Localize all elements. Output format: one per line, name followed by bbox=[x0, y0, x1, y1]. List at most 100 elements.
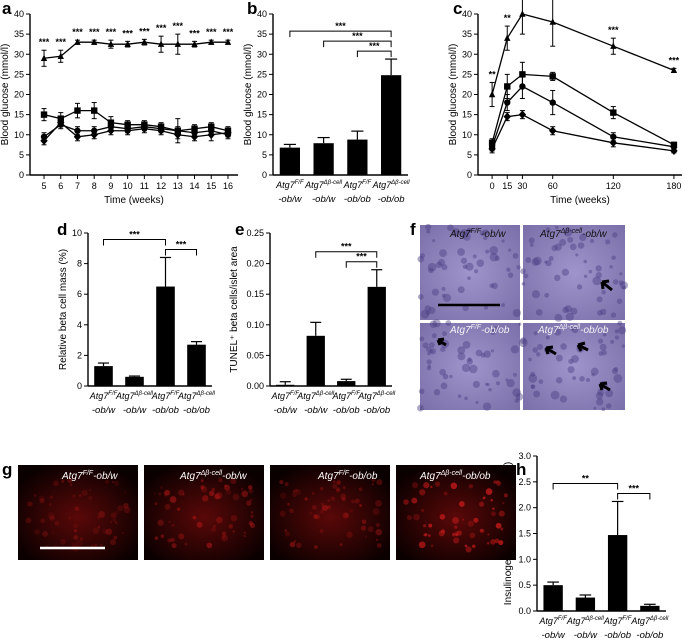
category-label-sup: F/F bbox=[108, 391, 117, 397]
nucleus-texture bbox=[479, 230, 486, 236]
series-line-c-2 bbox=[491, 85, 675, 148]
data-point-c-2 bbox=[504, 99, 511, 106]
micrograph-f-label-1: Atg7F/F-ob/w bbox=[449, 228, 506, 240]
category-label-sup: F/F bbox=[362, 180, 371, 186]
y-tick-label-a: 40 bbox=[14, 9, 24, 19]
fluorescence-texture bbox=[169, 496, 177, 503]
y-tick-label-a: 30 bbox=[14, 49, 24, 59]
nucleus-texture bbox=[483, 350, 491, 358]
nucleus-texture bbox=[583, 259, 587, 264]
nucleus-texture bbox=[575, 253, 579, 257]
fluorescence-texture bbox=[211, 487, 215, 492]
fluorescence-texture bbox=[321, 503, 324, 506]
nucleus-texture bbox=[597, 309, 603, 316]
nucleus-texture bbox=[464, 396, 468, 401]
nucleus-texture bbox=[419, 253, 425, 259]
fluorescence-texture bbox=[284, 531, 291, 537]
fluorescence-texture bbox=[311, 505, 317, 510]
panel-label-a: a bbox=[2, 0, 12, 18]
x-tick-label-a: 15 bbox=[206, 181, 216, 191]
nucleus-texture bbox=[530, 371, 536, 377]
y-tick-label-h: 2.5 bbox=[518, 477, 531, 487]
fluorescence-texture bbox=[97, 516, 100, 519]
fluorescence-texture bbox=[452, 532, 456, 537]
category-sublabel-b-0: -ob/w bbox=[278, 194, 302, 205]
x-tick-label-c: 30 bbox=[517, 181, 527, 191]
fluorescence-texture bbox=[364, 535, 368, 538]
data-point-a-3 bbox=[40, 136, 48, 145]
nucleus-texture bbox=[483, 305, 489, 310]
category-label-sup: Δβ-cell bbox=[390, 180, 410, 186]
bar-h-3 bbox=[640, 605, 660, 611]
fluorescence-texture bbox=[178, 489, 185, 496]
category-label-sup: Δβ-cell bbox=[315, 391, 335, 397]
fluorescence-texture bbox=[200, 479, 204, 483]
category-sublabel-h-2: -ob/ob bbox=[604, 630, 631, 640]
significance-label-e: *** bbox=[341, 242, 352, 252]
fluorescence-texture bbox=[154, 502, 158, 506]
fluorescence-texture bbox=[418, 541, 426, 549]
significance-label-b: *** bbox=[335, 21, 346, 31]
fluorescence-texture bbox=[343, 512, 349, 518]
y-tick-label-a: 15 bbox=[14, 110, 24, 120]
fluorescence-texture bbox=[178, 533, 185, 540]
nucleus-texture bbox=[493, 326, 499, 332]
fluorescence-texture bbox=[206, 542, 213, 549]
y-tick-label-b: 0 bbox=[262, 170, 267, 180]
data-point-a-0 bbox=[174, 40, 182, 47]
fluorescence-texture bbox=[294, 488, 298, 493]
fluorescence-texture bbox=[230, 514, 238, 522]
nucleus-texture bbox=[610, 312, 617, 318]
nucleus-texture bbox=[463, 231, 467, 236]
micrograph-g-2 bbox=[144, 465, 264, 560]
nucleus-texture bbox=[472, 254, 477, 259]
bar-b-3 bbox=[381, 75, 402, 175]
significance-bracket-b bbox=[289, 30, 392, 38]
y-tick-label-h: 2.0 bbox=[518, 503, 531, 513]
fluorescence-texture bbox=[454, 531, 459, 536]
nucleus-texture bbox=[515, 393, 524, 401]
nucleus-texture bbox=[613, 366, 619, 372]
nucleus-texture bbox=[494, 255, 500, 261]
nucleus-texture bbox=[467, 276, 471, 281]
nucleus-texture bbox=[518, 322, 522, 326]
nucleus-texture bbox=[609, 265, 613, 269]
fluorescence-texture bbox=[88, 488, 92, 492]
significance-label-b: *** bbox=[352, 31, 363, 41]
nucleus-texture bbox=[613, 374, 623, 383]
nucleus-texture bbox=[486, 382, 490, 387]
nucleus-texture bbox=[427, 364, 431, 368]
nucleus-texture bbox=[425, 310, 431, 316]
fluorescence-texture bbox=[314, 545, 318, 549]
fluorescence-texture bbox=[467, 520, 474, 527]
data-point-a-0 bbox=[40, 54, 48, 61]
fluorescence-texture bbox=[478, 501, 485, 507]
fluorescence-texture bbox=[287, 502, 290, 506]
nucleus-texture bbox=[457, 248, 465, 256]
data-point-c-3 bbox=[549, 126, 557, 135]
micrograph-label-part: Atg7 bbox=[179, 471, 201, 482]
fluorescence-texture bbox=[200, 486, 208, 493]
nucleus-texture bbox=[544, 260, 548, 264]
category-sublabel-h-3: -ob/ob bbox=[636, 630, 663, 640]
fluorescence-texture bbox=[91, 544, 94, 547]
fluorescence-texture bbox=[313, 514, 318, 519]
nucleus-texture bbox=[492, 369, 500, 378]
x-tick-label-c: 120 bbox=[606, 181, 621, 191]
fluorescence-texture bbox=[221, 531, 227, 536]
fluorescence-texture bbox=[279, 480, 284, 485]
fluorescence-texture bbox=[221, 534, 228, 542]
nucleus-texture bbox=[489, 252, 499, 262]
nucleus-texture bbox=[461, 363, 471, 373]
data-point-a-3 bbox=[174, 130, 182, 139]
fluorescence-texture bbox=[215, 492, 223, 500]
y-tick-label-b: 20 bbox=[257, 90, 267, 100]
nucleus-texture bbox=[572, 376, 577, 380]
bar-h-1 bbox=[575, 597, 596, 611]
micrograph-label-sup: F/F bbox=[339, 470, 350, 477]
nucleus-texture bbox=[457, 286, 465, 294]
fluorescence-texture bbox=[60, 538, 66, 545]
nucleus-texture bbox=[441, 293, 446, 298]
category-label-e-1: Atg7Δβ-cell bbox=[296, 391, 335, 401]
category-label-d-3: Atg7Δβ-cell bbox=[177, 391, 216, 401]
